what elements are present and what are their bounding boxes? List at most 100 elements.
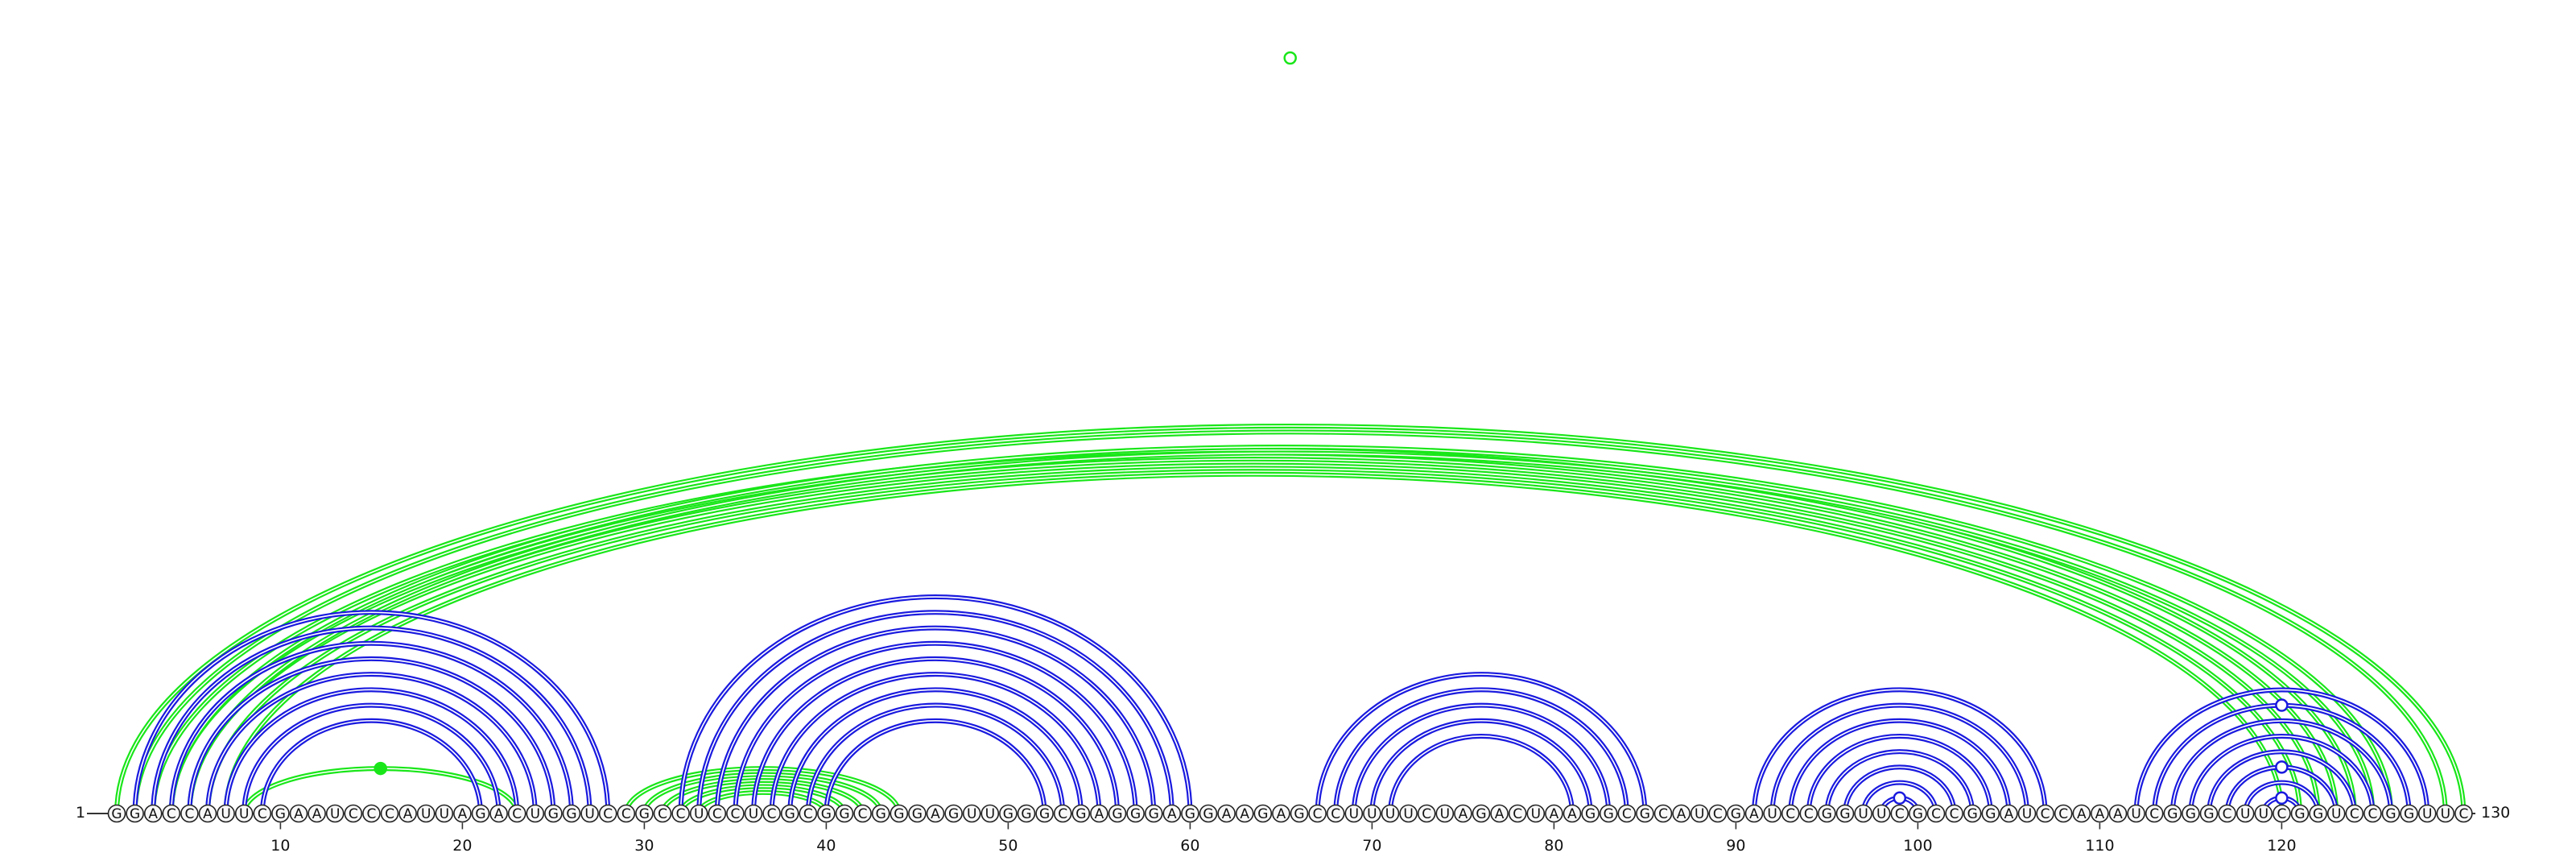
nucleotide: A (2000, 804, 2018, 823)
nucleotide-circle (1071, 804, 1091, 823)
nucleotide: A (453, 804, 472, 823)
nucleotide-letter: A (1567, 806, 1577, 822)
nucleotide-letter: C (2149, 806, 2159, 822)
nucleotide: C (1617, 804, 1637, 823)
nucleotide-circle (2436, 804, 2455, 823)
nucleotide: G (1017, 804, 1036, 823)
nucleotide-circle (1909, 804, 1927, 823)
nucleotide-letter: U (2240, 806, 2250, 822)
nucleotide: G (1290, 804, 1309, 823)
blue-arc-gap-38-54 (789, 689, 1082, 814)
nucleotide-circle (980, 804, 1000, 823)
nucleotide-circle (1563, 804, 1582, 823)
nucleotide: C (1890, 804, 1909, 823)
nucleotide: A (1272, 804, 1290, 823)
nucleotide: G (2290, 804, 2310, 823)
blue-arc-gap-94-104 (1808, 735, 1992, 814)
nucleotide-letter: G (948, 806, 959, 822)
nucleotide-circle (2218, 804, 2236, 823)
blue-marker-2 (1893, 791, 1907, 805)
nucleotide-letter: U (749, 806, 758, 822)
nucleotide-circle (926, 804, 945, 823)
nucleotide-circle (835, 804, 854, 823)
nucleotide-circle (1636, 804, 1654, 823)
nucleotide-circle (1799, 804, 1818, 823)
nucleotide-circle (635, 804, 654, 823)
green-arc-gap-7-120 (225, 473, 2283, 814)
nucleotide-letter: G (1604, 806, 1614, 822)
nucleotide-letter: U (2259, 806, 2268, 822)
nucleotide-letter: U (1385, 806, 1395, 822)
nucleotide-letter: C (1513, 806, 1522, 822)
nucleotide-letter: C (1950, 806, 1959, 822)
nucleotide: G (1144, 804, 1163, 823)
nucleotide: G (1835, 804, 1855, 823)
nucleotide-circle (435, 804, 454, 823)
nucleotide-letter: C (1713, 806, 1723, 822)
nucleotide-circle (1945, 804, 1963, 823)
nucleotide-letter: A (403, 806, 413, 822)
nucleotide: C (2345, 804, 2364, 823)
nucleotide-letter: U (584, 806, 594, 822)
nucleotide-letter: G (1967, 806, 1978, 822)
nucleotide: C (1653, 804, 1673, 823)
blue-arc-gap-114-126 (2172, 719, 2392, 814)
nucleotide-letter: A (203, 806, 213, 822)
nucleotide: C (1926, 804, 1946, 823)
nucleotide: U (325, 804, 345, 823)
nucleotide-circle (325, 804, 345, 823)
nucleotide-letter: G (111, 806, 122, 822)
nucleotide: G (1636, 804, 1654, 823)
nucleotide-letter: G (475, 806, 485, 822)
green-arc-5-125 (187, 450, 2376, 814)
nucleotide-letter: C (621, 806, 631, 822)
nucleotide-circle (2363, 804, 2382, 823)
nucleotide: G (126, 804, 144, 823)
nucleotide-letter: G (1185, 806, 1195, 822)
nucleotide-circle (1162, 804, 1182, 823)
nucleotide: G (1472, 804, 1491, 823)
nucleotide-circle (2036, 804, 2054, 823)
nucleotide: A (489, 804, 508, 823)
blue-arc-gap-91-107 (1753, 689, 2046, 814)
nucleotide: G (1963, 804, 1982, 823)
green-marker-0 (1283, 51, 1297, 65)
blue-arc-gap-116-124 (2208, 751, 2355, 814)
nucleotide-circle (817, 804, 836, 823)
nucleotide-letter: G (1112, 806, 1122, 822)
nucleotide-letter: G (1130, 806, 1141, 822)
nucleotide: U (2436, 804, 2455, 823)
nucleotide: G (2199, 804, 2219, 823)
nucleotide-letter: G (1075, 806, 1086, 822)
nucleotide-letter: C (1331, 806, 1340, 822)
nucleotide-letter: G (839, 806, 849, 822)
nucleotide-letter: C (2458, 806, 2468, 822)
nucleotide-letter: C (767, 806, 777, 822)
nucleotide-letter: C (2041, 806, 2050, 822)
nucleotide-letter: G (1985, 806, 1996, 822)
nucleotide-circle (744, 804, 763, 823)
nucleotide-circle (1344, 804, 1364, 823)
nucleotide-circle (653, 804, 672, 823)
nucleotide-letter: G (1731, 806, 1741, 822)
nucleotide: C (799, 804, 818, 823)
nucleotide-circle (671, 804, 690, 823)
nucleotide-circle (2199, 804, 2219, 823)
blue-marker-5 (2275, 698, 2289, 712)
nucleotide-letter: G (130, 806, 140, 822)
nucleotide: U (1872, 804, 1891, 823)
nucleotide-circle (2108, 804, 2128, 823)
nucleotide-circle (762, 804, 781, 823)
nucleotide-circle (1818, 804, 1836, 823)
nucleotide: C (507, 804, 526, 823)
nucleotide-letter: U (530, 806, 540, 822)
nucleotide: C (726, 804, 745, 823)
blue-arc-gap-2-28 (134, 611, 609, 814)
nucleotide: U (2254, 804, 2273, 823)
nucleotide-letter: C (603, 806, 613, 822)
green-arc-5-122 (187, 459, 2321, 814)
nucleotide: U (1435, 804, 1455, 823)
nucleotide: C (362, 804, 381, 823)
nucleotide-letter: A (2077, 806, 2087, 822)
blue-arc-67-85 (1315, 672, 1648, 814)
